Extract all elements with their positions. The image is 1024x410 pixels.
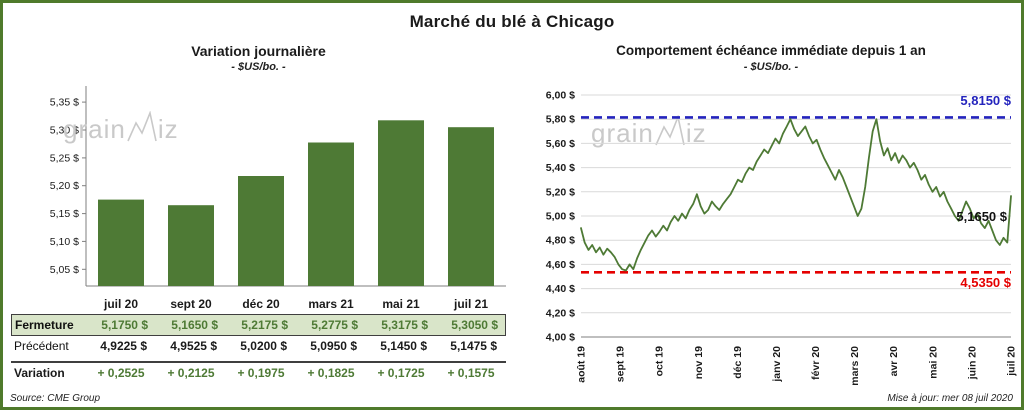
- table-cell: 5,2175 $: [241, 318, 288, 332]
- table-cell: 5,0950 $: [310, 339, 357, 353]
- svg-text:5,15 $: 5,15 $: [50, 208, 79, 220]
- update-date: Mise à jour: mer 08 juil 2020: [887, 393, 1013, 404]
- svg-text:5,20 $: 5,20 $: [546, 186, 575, 198]
- svg-text:5,05 $: 5,05 $: [50, 264, 79, 276]
- table-cell: 5,1475 $: [450, 339, 497, 353]
- watermark-zigzag-icon: [127, 111, 157, 142]
- table-header-row: juil 20 sept 20 déc 20 mars 21 mai 21 ju…: [11, 293, 506, 314]
- svg-text:sept 19: sept 19: [615, 346, 627, 382]
- line-chart-title: Comportement échéance immédiate depuis 1…: [616, 43, 926, 58]
- table-cell: 5,0200 $: [240, 339, 287, 353]
- table-row-precedent: Précédent 4,9225 $ 4,9525 $ 5,0200 $ 5,0…: [11, 336, 506, 356]
- svg-text:déc 19: déc 19: [732, 346, 744, 379]
- table-row-fermeture: Fermeture 5,1750 $ 5,1650 $ 5,2175 $ 5,2…: [11, 314, 506, 336]
- month-header: déc 20: [242, 297, 280, 311]
- table-corner-cell: [11, 300, 86, 307]
- price-table: juil 20 sept 20 déc 20 mars 21 mai 21 ju…: [11, 293, 506, 383]
- table-cell: + 0,2525: [97, 366, 145, 380]
- watermark-zigzag-icon: [655, 115, 685, 146]
- month-header: juil 21: [453, 297, 488, 311]
- svg-text:févr 20: févr 20: [810, 346, 822, 380]
- month-header: mars 21: [308, 297, 354, 311]
- bar-chart-subtitle: - $US/bo. -: [231, 61, 286, 73]
- table-cell: 5,3175 $: [381, 318, 428, 332]
- svg-text:5,25 $: 5,25 $: [50, 152, 79, 164]
- watermark-text-pre: grain: [63, 114, 126, 144]
- svg-text:5,10 $: 5,10 $: [50, 236, 79, 248]
- svg-text:juin 20: juin 20: [966, 346, 978, 380]
- svg-text:mars 20: mars 20: [849, 346, 861, 386]
- table-cell: + 0,1825: [307, 366, 355, 380]
- svg-text:4,80 $: 4,80 $: [546, 235, 575, 247]
- table-cell: 5,1750 $: [101, 318, 148, 332]
- source-note: Source: CME Group: [10, 393, 101, 404]
- svg-text:avr 20: avr 20: [888, 346, 900, 377]
- table-cell: + 0,1725: [377, 366, 425, 380]
- table-cell: 5,3050 $: [451, 318, 498, 332]
- annotation-high-value: 5,8150 $: [960, 93, 1011, 108]
- bar-chart: 5,05 $ 5,10 $ 5,15 $ 5,20 $ 5,25 $ 5,30 $ 5,35…: [50, 86, 506, 287]
- month-header: juil 20: [103, 297, 138, 311]
- watermark-text-post: iz: [685, 118, 707, 148]
- svg-text:5,00 $: 5,00 $: [546, 211, 575, 223]
- table-cell: 5,1650 $: [171, 318, 218, 332]
- svg-text:5,40 $: 5,40 $: [546, 162, 575, 174]
- table-cell: + 0,1575: [447, 366, 495, 380]
- svg-text:août 19: août 19: [576, 346, 588, 383]
- month-header: sept 20: [170, 297, 212, 311]
- table-cell: + 0,2125: [167, 366, 215, 380]
- svg-text:4,00 $: 4,00 $: [546, 332, 575, 344]
- table-cell: 5,2775 $: [311, 318, 358, 332]
- svg-text:mai 20: mai 20: [927, 346, 939, 379]
- row-label: Variation: [14, 366, 65, 380]
- table-cell: + 0,1975: [237, 366, 285, 380]
- month-header: mai 21: [382, 297, 420, 311]
- table-cell: 5,1450 $: [380, 339, 427, 353]
- svg-text:janv 20: janv 20: [771, 346, 783, 383]
- line-chart: 6,00 $ 5,80 $ 5,60 $ 5,40 $ 5,20 $ 5,00 $ 4,80…: [546, 90, 1018, 386]
- table-cell: 4,9525 $: [170, 339, 217, 353]
- svg-text:5,20 $: 5,20 $: [50, 180, 79, 192]
- table-cell: 4,9225 $: [100, 339, 147, 353]
- svg-text:5,80 $: 5,80 $: [546, 114, 575, 126]
- svg-text:oct 19: oct 19: [654, 346, 666, 377]
- svg-text:4,20 $: 4,20 $: [546, 307, 575, 319]
- svg-text:4,60 $: 4,60 $: [546, 259, 575, 271]
- line-chart-subtitle: - $US/bo. -: [743, 61, 799, 73]
- svg-text:5,35 $: 5,35 $: [50, 97, 79, 109]
- watermark-text-post: iz: [157, 114, 179, 144]
- row-label: Précédent: [14, 339, 69, 353]
- svg-text:5,60 $: 5,60 $: [546, 138, 575, 150]
- watermark-text-pre: grain: [591, 118, 654, 148]
- svg-text:juil 20: juil 20: [1006, 346, 1018, 377]
- bar-chart-title: Variation journalière: [191, 43, 326, 59]
- svg-text:nov 19: nov 19: [693, 346, 705, 379]
- svg-text:4,40 $: 4,40 $: [546, 283, 575, 295]
- svg-text:5,30 $: 5,30 $: [50, 125, 79, 137]
- svg-text:6,00 $: 6,00 $: [546, 90, 575, 102]
- table-row-variation: Variation + 0,2525 + 0,2125 + 0,1975 + 0…: [11, 361, 506, 383]
- annotation-low-value: 4,5350 $: [960, 275, 1011, 290]
- page-title: Marché du blé à Chicago: [409, 12, 615, 31]
- annotation-last-value: 5,1650 $: [956, 209, 1007, 224]
- row-label: Fermeture: [15, 318, 74, 332]
- watermark-left: grain iz: [63, 111, 179, 142]
- watermark-right: grain iz: [591, 115, 707, 146]
